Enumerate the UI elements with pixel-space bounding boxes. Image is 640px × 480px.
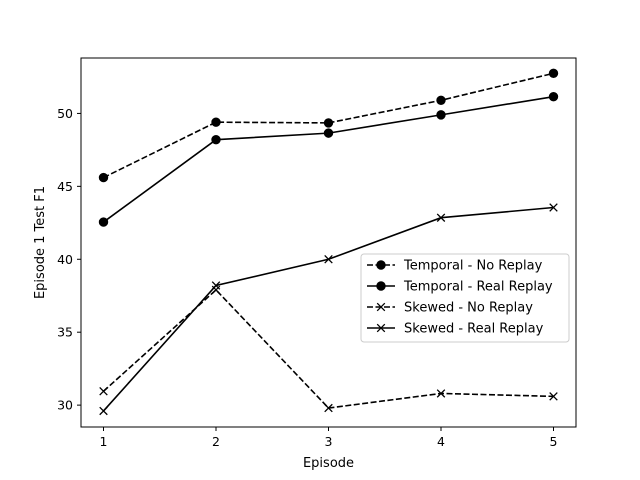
data-point xyxy=(99,406,108,416)
data-point xyxy=(549,392,558,401)
series xyxy=(99,285,558,413)
legend-marker xyxy=(376,260,386,270)
x-axis-label: Episode xyxy=(303,456,354,471)
legend-item: Skewed - Real Replay xyxy=(367,322,544,337)
y-tick-label: 45 xyxy=(57,179,73,194)
data-point xyxy=(98,217,109,227)
y-tick-label: 30 xyxy=(57,398,73,413)
data-point xyxy=(98,172,109,183)
series xyxy=(98,91,559,227)
plot-frame xyxy=(80,57,577,428)
x-tick-label: 2 xyxy=(212,434,220,449)
x-tick-label: 5 xyxy=(550,434,558,449)
data-point xyxy=(323,128,334,138)
data-point xyxy=(324,403,333,413)
y-axis-ticks: 30 35 40 45 50 xyxy=(57,106,81,413)
data-point xyxy=(99,387,108,396)
x-axis-ticks: 1 2 3 4 5 xyxy=(100,427,558,449)
y-tick-label: 35 xyxy=(57,325,73,340)
legend-item: Temporal - Real Replay xyxy=(367,280,553,295)
legend-marker xyxy=(376,323,386,333)
data-point xyxy=(436,95,446,105)
data-point xyxy=(549,203,558,212)
series-line xyxy=(103,72,554,179)
legend-box xyxy=(360,253,570,343)
data-point xyxy=(436,389,446,398)
series xyxy=(98,68,559,183)
data-point xyxy=(548,68,559,79)
series-layer xyxy=(98,68,559,416)
legend-label: Skewed - No Replay xyxy=(404,301,533,316)
data-point xyxy=(548,91,559,102)
x-tick-label: 1 xyxy=(100,434,108,449)
legend-label: Temporal - No Replay xyxy=(403,259,543,274)
data-point xyxy=(211,281,221,290)
data-point xyxy=(324,255,333,264)
data-point xyxy=(211,134,221,145)
y-axis-label: Episode 1 Test F1 xyxy=(33,186,48,299)
legend-item: Temporal - No Replay xyxy=(367,259,543,274)
y-tick-label: 50 xyxy=(57,106,73,121)
legend: Temporal - No Replay Temporal - Real Repl… xyxy=(360,253,570,343)
data-point xyxy=(436,110,446,120)
y-tick-label: 40 xyxy=(57,252,73,267)
x-tick-label: 4 xyxy=(437,434,445,449)
data-point xyxy=(211,117,221,127)
legend-marker xyxy=(376,281,386,291)
legend-item: Skewed - No Replay xyxy=(367,301,533,316)
data-point xyxy=(436,213,446,222)
x-tick-label: 3 xyxy=(325,434,333,449)
plot-area xyxy=(81,58,576,427)
data-point xyxy=(323,118,334,128)
legend-label: Skewed - Real Replay xyxy=(404,322,544,337)
series xyxy=(99,203,558,416)
legend-marker xyxy=(376,302,386,312)
legend-label: Temporal - Real Replay xyxy=(403,280,553,295)
